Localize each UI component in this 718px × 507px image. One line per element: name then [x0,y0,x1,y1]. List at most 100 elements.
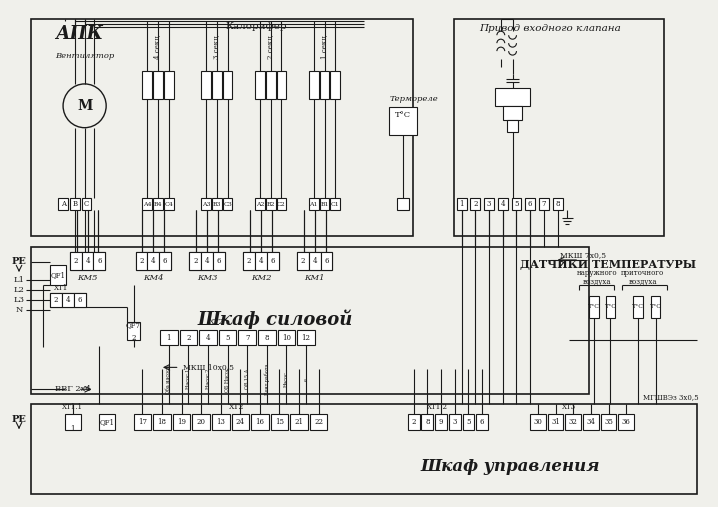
Bar [134,414,151,430]
Bar [255,71,265,99]
Bar [212,198,222,210]
Bar [297,330,314,345]
Text: МГШВЭз 3х0,5: МГШВЭз 3х0,5 [643,393,699,401]
Bar [192,414,210,430]
Bar [271,414,289,430]
Bar [526,198,535,210]
Text: M: M [77,99,93,113]
Text: 6: 6 [97,257,101,265]
Bar [93,252,106,270]
Bar [297,252,309,270]
Text: ОВ 15 А: ОВ 15 А [245,369,250,389]
Text: 2: 2 [186,334,191,342]
Text: КМ4: КМ4 [143,274,164,282]
Bar [201,198,211,210]
Bar [223,198,233,210]
Bar [566,414,581,430]
Text: 1 секц: 1 секц [320,35,329,59]
Text: 6: 6 [271,257,275,265]
Bar [553,198,562,210]
Bar [484,198,494,210]
Bar [408,414,419,430]
Text: 6: 6 [217,257,221,265]
Text: 7: 7 [541,200,546,208]
Bar [601,414,616,430]
Text: 4: 4 [312,257,317,265]
Text: 1: 1 [167,334,171,342]
Text: 6: 6 [325,257,329,265]
Text: 3: 3 [452,418,457,426]
Text: B1: B1 [320,202,329,207]
Text: 22: 22 [314,418,323,426]
Bar [435,414,447,430]
Bar [74,293,85,307]
Text: 21: 21 [294,418,304,426]
Text: Оба насоса: Оба насоса [167,365,172,393]
Text: T°C: T°C [632,304,644,309]
Bar [470,198,480,210]
Text: XT2: XT2 [209,317,225,325]
Text: L2: L2 [14,286,24,294]
Text: QF1: QF1 [100,418,115,426]
Bar [142,198,152,210]
Text: 3: 3 [487,200,491,208]
Text: XT1.2: XT1.2 [426,403,447,411]
Text: XT1.1: XT1.1 [62,403,83,411]
Text: 5: 5 [514,200,518,208]
Bar [153,71,163,99]
Text: T°C: T°C [605,304,617,309]
Bar [164,198,174,210]
Text: 4: 4 [66,296,70,304]
Bar [82,252,93,270]
Text: A2: A2 [256,202,264,207]
Text: Шкаф силовой: Шкаф силовой [198,310,353,330]
Bar [310,414,327,430]
Text: 20: 20 [197,418,205,426]
Bar [462,414,475,430]
Bar [389,107,416,135]
Bar [278,330,295,345]
Text: Термореле: Термореле [389,95,438,103]
Bar [330,71,340,99]
Bar [127,321,141,340]
Text: T°C: T°C [650,304,661,309]
Bar [589,296,599,318]
Bar [58,198,68,210]
Text: Шкаф управления: Шкаф управления [421,458,600,476]
Text: 6: 6 [480,418,485,426]
Text: A1: A1 [309,202,318,207]
Text: ДАТЧИКИ ТЕМПЕРАТУРЫ: ДАТЧИКИ ТЕМПЕРАТУРЫ [521,260,696,270]
Text: Насос 2: Насос 2 [205,369,210,389]
Bar [180,330,197,345]
Bar [276,71,286,99]
Bar [199,330,217,345]
Bar [190,252,225,270]
Text: L1: L1 [14,276,24,284]
Bar [153,198,163,210]
Text: 4 секц: 4 секц [154,35,162,59]
Text: Вентилятор: Вентилятор [55,52,114,60]
Text: Вент работа: Вент работа [264,364,269,395]
Bar [266,198,276,210]
Text: 3 секц: 3 секц [213,35,221,59]
Text: МКШ 10х0,5: МКШ 10х0,5 [182,364,233,371]
Bar [321,252,332,270]
Bar [160,330,177,345]
Text: 6: 6 [78,296,82,304]
Bar [320,198,330,210]
Text: 8: 8 [264,334,269,342]
Text: 13: 13 [216,418,225,426]
Text: QF7: QF7 [126,321,141,330]
Text: Насос: Насос [284,372,289,387]
Text: 12: 12 [302,334,310,342]
Text: 6: 6 [163,257,167,265]
Bar [70,252,106,270]
Bar [309,198,319,210]
Bar [190,252,201,270]
Bar [290,414,308,430]
Text: C1: C1 [331,202,340,207]
Bar [503,106,523,120]
Bar [457,198,467,210]
Bar [147,252,159,270]
Text: е: е [304,378,309,381]
